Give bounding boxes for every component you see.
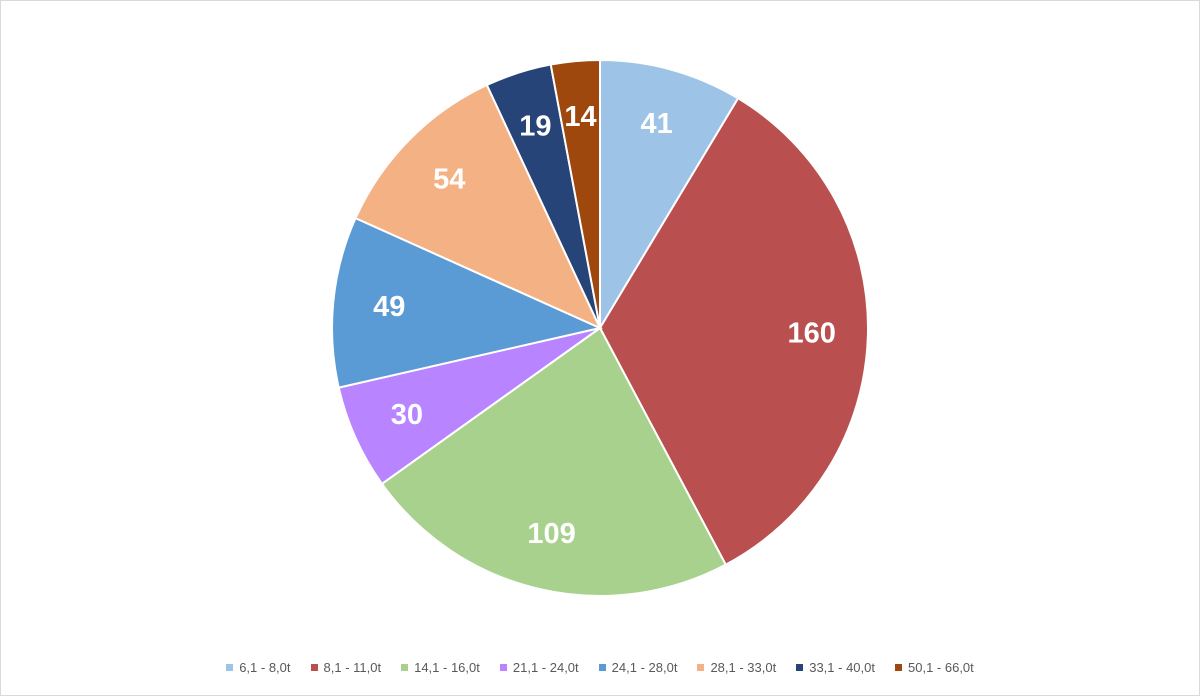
pie-slice-1 [599,58,740,332]
legend-swatch-1 [226,664,234,671]
legend-item-8: 50,1 - 66,0t [895,660,974,675]
slice-value-label-2: 160 [787,318,835,350]
pie-slice-3 [380,326,728,597]
slice-value-label-7: 19 [519,110,551,142]
legend-label-5: 24,1 - 28,0t [611,660,678,675]
pie-slice-6 [354,83,603,331]
legend: 6,1 - 8,0t 8,1 - 11,0t 14,1 - 16,0t 21,1 - … [0,660,1200,675]
legend-swatch-8 [895,664,902,671]
slice-value-label-3: 109 [527,518,575,550]
legend-swatch-4 [499,664,507,671]
slice-value-label-4: 30 [391,399,423,431]
pie-slice-8 [549,58,601,329]
legend-label-4: 21,1 - 24,0t [512,660,579,675]
pie-slice-2 [598,96,869,567]
legend-item-6: 28,1 - 33,0t [697,660,776,675]
slice-value-label-5: 49 [373,291,405,323]
legend-label-2: 8,1 - 11,0t [323,660,382,675]
legend-label-6: 28,1 - 33,0t [710,660,777,675]
legend-item-1: 6,1 - 8,0t [226,660,291,675]
legend-label-1: 6,1 - 8,0t [239,660,291,675]
legend-swatch-6 [697,664,705,671]
legend-swatch-7 [796,664,804,671]
legend-label-7: 33,1 - 40,0t [809,660,875,675]
legend-item-2: 8,1 - 11,0t [310,660,382,675]
legend-swatch-3 [401,664,409,671]
legend-item-3: 14,1 - 16,0t [401,660,480,675]
pie-slice-5 [331,216,604,389]
legend-item-5: 24,1 - 28,0t [598,660,678,675]
legend-item-7: 33,1 - 40,0t [796,660,875,675]
slice-value-label-8: 14 [564,101,596,133]
legend-swatch-2 [310,664,318,671]
legend-swatch-5 [598,664,606,671]
legend-item-4: 21,1 - 24,0t [499,660,579,675]
slice-value-label-6: 54 [433,163,465,195]
legend-label-3: 14,1 - 16,0t [414,660,480,675]
legend-label-8: 50,1 - 66,0t [908,660,974,675]
slice-value-label-1: 41 [640,108,672,140]
